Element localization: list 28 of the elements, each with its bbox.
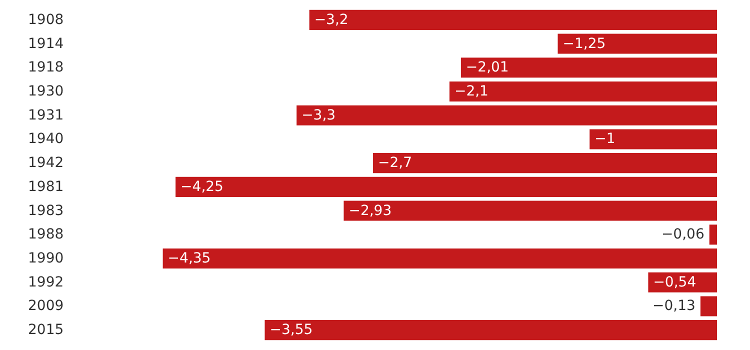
y-tick-label: 1988 [28, 226, 64, 243]
data-label: −3,55 [270, 322, 313, 338]
data-label: −2,01 [466, 60, 509, 76]
y-tick-label: 1983 [28, 202, 64, 219]
data-label: −0,54 [653, 274, 696, 290]
y-tick-label: 2015 [28, 322, 64, 338]
y-tick-label: 1940 [28, 131, 64, 148]
data-label: −2,93 [348, 202, 392, 219]
data-label: −1,25 [562, 36, 606, 52]
data-label: −1 [594, 131, 616, 148]
data-label: −2,1 [454, 84, 488, 100]
data-label: −3,2 [314, 12, 348, 28]
data-label: −4,25 [180, 178, 224, 195]
data-label: −4,35 [168, 250, 211, 266]
y-tick-label: 1914 [28, 36, 64, 52]
data-label: −0,13 [652, 298, 696, 314]
data-label: −0,06 [661, 226, 704, 243]
y-tick-label: 1930 [28, 84, 64, 100]
data-label: −2,7 [378, 155, 412, 172]
y-tick-label: 1918 [28, 60, 64, 76]
data-label: −3,3 [302, 107, 336, 124]
y-tick-label: 2009 [28, 298, 64, 314]
y-tick-label: 1981 [28, 178, 64, 195]
y-tick-label: 1931 [28, 107, 64, 124]
y-tick-label: 1908 [28, 12, 64, 28]
y-tick-label: 1942 [28, 155, 64, 172]
y-tick-label: 1990 [28, 250, 64, 266]
y-tick-label: 1992 [28, 274, 64, 290]
